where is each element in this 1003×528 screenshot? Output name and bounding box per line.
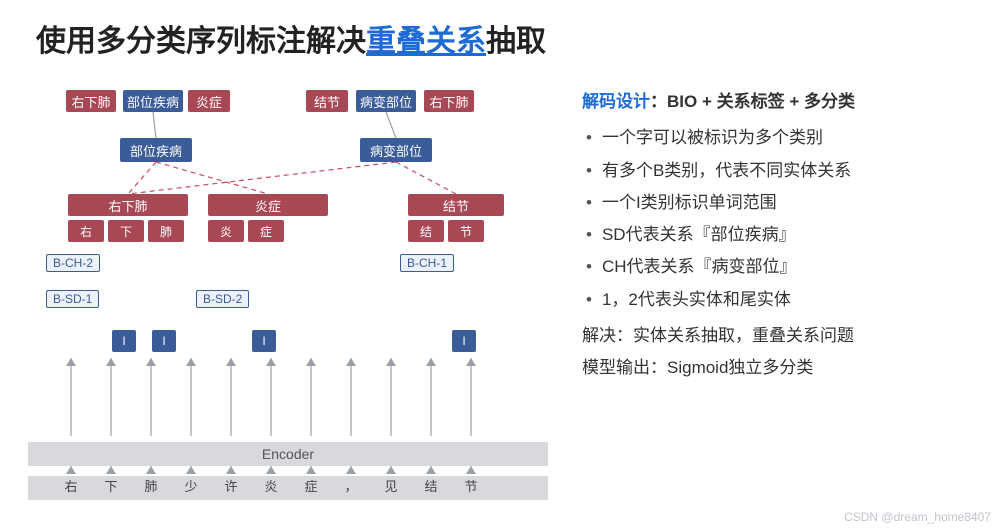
i-tag-2: I xyxy=(252,330,276,352)
title-prefix: 使用多分类序列标注解决 xyxy=(36,25,366,58)
label-B-CH-1: B-CH-1 xyxy=(400,254,454,272)
diagram-area: Encoder 右下肺部位疾病炎症结节病变部位右下肺部位疾病病变部位右下肺炎症结… xyxy=(28,90,558,510)
top-left-2: 炎症 xyxy=(188,90,230,112)
top-right-0: 结节 xyxy=(306,90,348,112)
token-1: 下 xyxy=(98,476,124,495)
top-left-0: 右下肺 xyxy=(66,90,116,112)
title-suffix: 抽取 xyxy=(486,25,546,58)
tail-1: 模型输出：Sigmoid独立多分类 xyxy=(582,352,982,384)
lead-rest: ：BIO + 关系标签 + 多分类 xyxy=(650,92,855,111)
i-tag-1: I xyxy=(152,330,176,352)
tail-lines: 解决：实体关系抽取，重叠关系问题模型输出：Sigmoid独立多分类 xyxy=(582,320,982,385)
watermark: CSDN @dream_home8407 xyxy=(844,510,991,524)
token-0: 右 xyxy=(58,476,84,495)
bullet-3: SD代表关系『部位疾病』 xyxy=(582,219,982,251)
bullet-4: CH代表关系『病变部位』 xyxy=(582,251,982,283)
right-panel: 解码设计：BIO + 关系标签 + 多分类 一个字可以被标识为多个类别有多个B类… xyxy=(582,86,982,385)
char-3: 炎 xyxy=(208,220,244,242)
entity-0: 右下肺 xyxy=(68,194,188,216)
label-B-SD-1: B-SD-1 xyxy=(46,290,99,308)
char-6: 节 xyxy=(448,220,484,242)
token-5: 炎 xyxy=(258,476,284,495)
entity-2: 结节 xyxy=(408,194,504,216)
token-7: ， xyxy=(338,476,364,495)
token-2: 肺 xyxy=(138,476,164,495)
i-tag-0: I xyxy=(112,330,136,352)
top-left-1: 部位疾病 xyxy=(123,90,183,112)
char-1: 下 xyxy=(108,220,144,242)
bullet-0: 一个字可以被标识为多个类别 xyxy=(582,122,982,154)
page-title: 使用多分类序列标注解决重叠关系抽取 xyxy=(36,16,546,60)
rel-left: 部位疾病 xyxy=(120,138,192,162)
token-4: 许 xyxy=(218,476,244,495)
char-2: 肺 xyxy=(148,220,184,242)
bullet-2: 一个I类别标识单词范围 xyxy=(582,187,982,219)
top-right-2: 右下肺 xyxy=(424,90,474,112)
char-5: 结 xyxy=(408,220,444,242)
entity-1: 炎症 xyxy=(208,194,328,216)
i-tag-3: I xyxy=(452,330,476,352)
token-10: 节 xyxy=(458,476,484,495)
encoder-bar: Encoder xyxy=(28,442,548,466)
rel-right: 病变部位 xyxy=(360,138,432,162)
label-B-CH-2: B-CH-2 xyxy=(46,254,100,272)
token-6: 症 xyxy=(298,476,324,495)
char-4: 症 xyxy=(248,220,284,242)
top-right-1: 病变部位 xyxy=(356,90,416,112)
char-0: 右 xyxy=(68,220,104,242)
label-B-SD-2: B-SD-2 xyxy=(196,290,249,308)
bullet-1: 有多个B类别，代表不同实体关系 xyxy=(582,155,982,187)
bullet-5: 1，2代表头实体和尾实体 xyxy=(582,284,982,316)
lead-key: 解码设计 xyxy=(582,92,650,111)
token-8: 见 xyxy=(378,476,404,495)
lead-line: 解码设计：BIO + 关系标签 + 多分类 xyxy=(582,86,982,118)
bullet-list: 一个字可以被标识为多个类别有多个B类别，代表不同实体关系一个I类别标识单词范围S… xyxy=(582,122,982,316)
token-9: 结 xyxy=(418,476,444,495)
title-emph: 重叠关系 xyxy=(366,25,486,58)
tail-0: 解决：实体关系抽取，重叠关系问题 xyxy=(582,320,982,352)
token-3: 少 xyxy=(178,476,204,495)
